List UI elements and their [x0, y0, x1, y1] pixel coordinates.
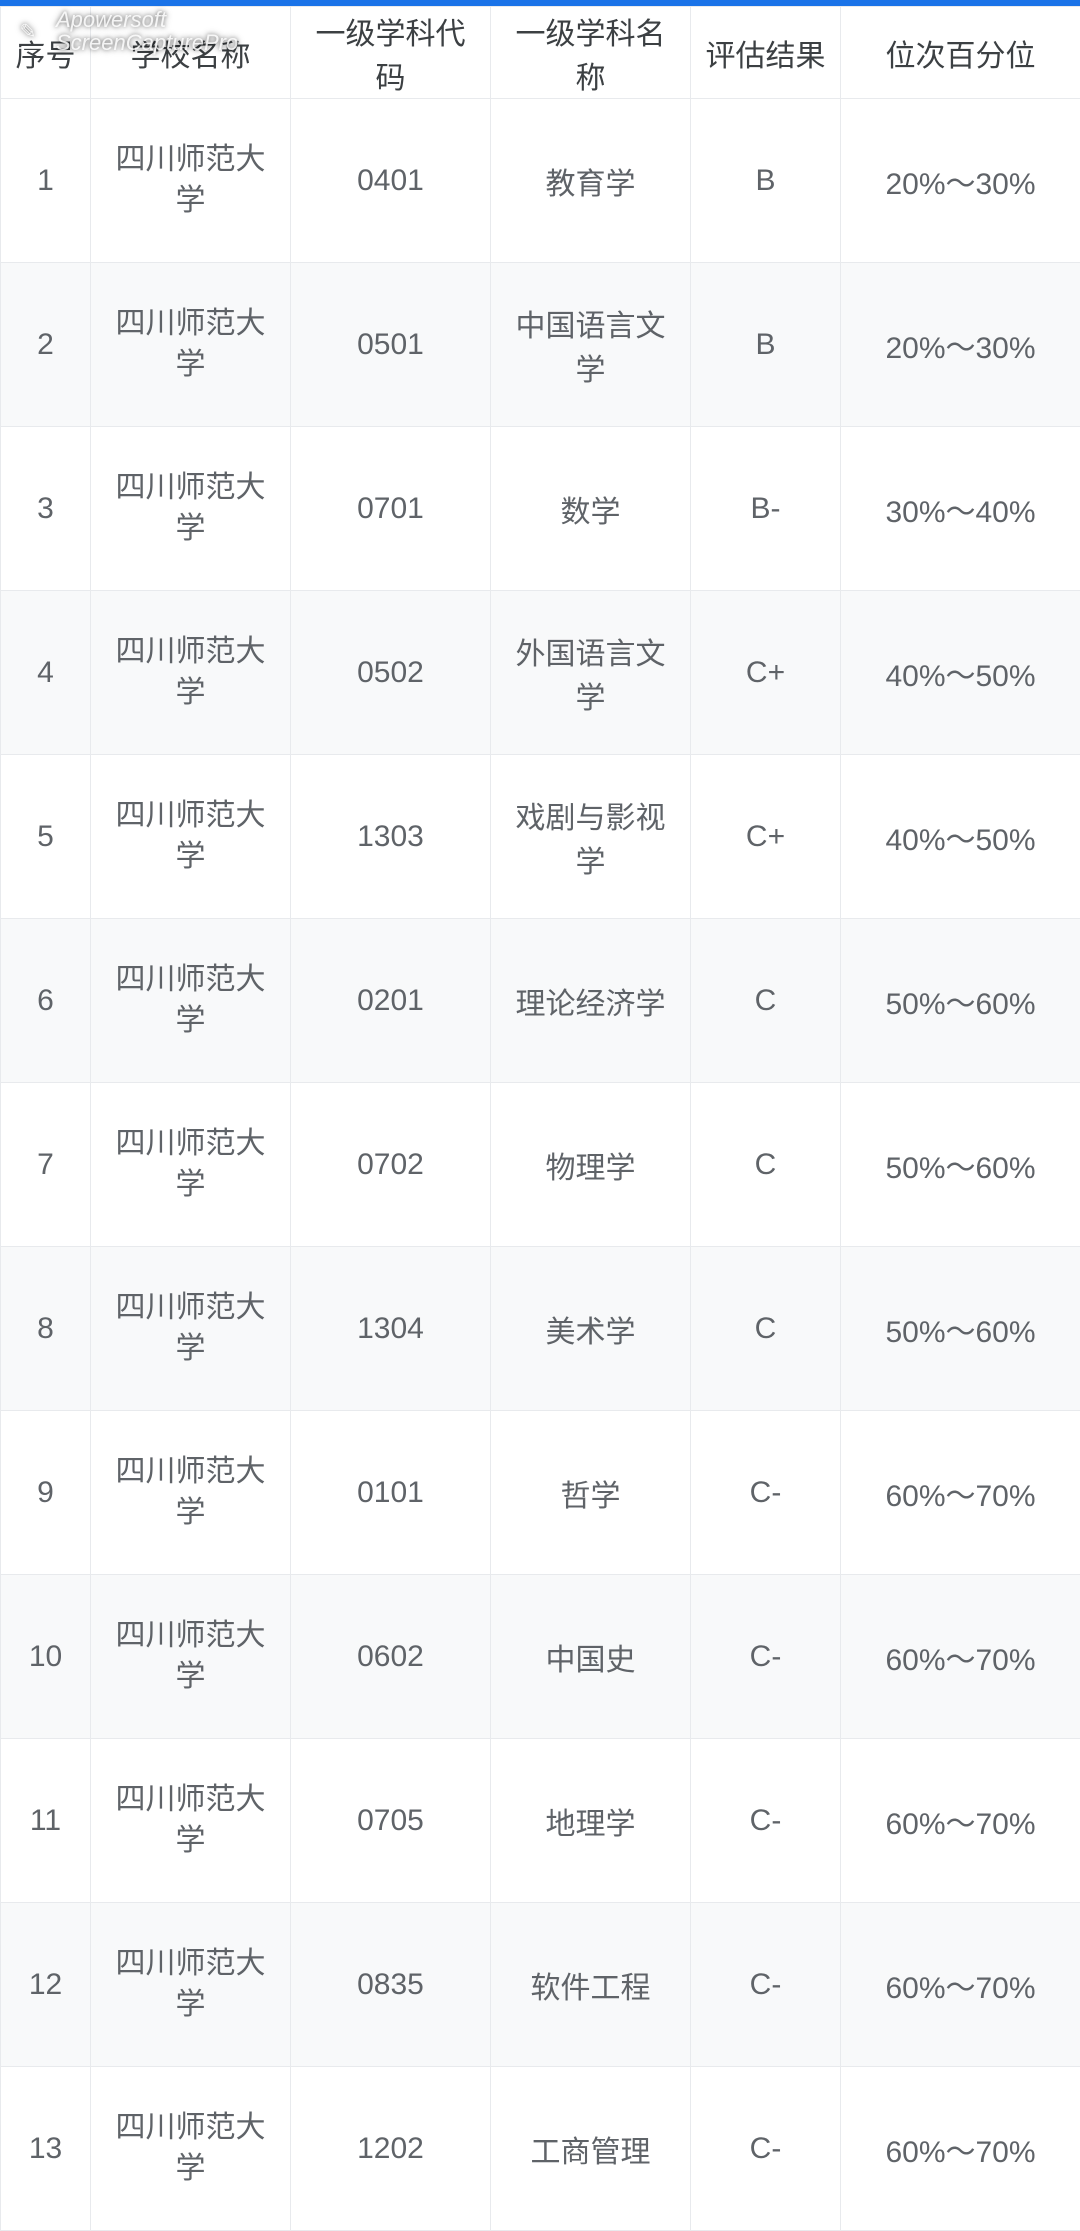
cell-index: 9 [1, 1411, 91, 1575]
col-header-grade: 评估结果 [691, 7, 841, 99]
cell-name: 外国语言文学 [491, 591, 691, 755]
col-header-pct: 位次百分位 [841, 7, 1080, 99]
cell-index: 7 [1, 1083, 91, 1247]
table-row: 11四川师范大学0705地理学C-60%～70% [1, 1739, 1080, 1903]
cell-name: 工商管理 [491, 2067, 691, 2231]
cell-code: 1304 [291, 1247, 491, 1411]
cell-index: 8 [1, 1247, 91, 1411]
cell-pct: 40%～50% [841, 755, 1080, 919]
cell-name: 哲学 [491, 1411, 691, 1575]
table-row: 2四川师范大学0501中国语言文学B20%～30% [1, 263, 1080, 427]
cell-pct: 20%～30% [841, 263, 1080, 427]
cell-pct: 30%～40% [841, 427, 1080, 591]
cell-school: 四川师范大学 [91, 1083, 291, 1247]
cell-pct: 50%～60% [841, 919, 1080, 1083]
cell-code: 0702 [291, 1083, 491, 1247]
cell-name: 数学 [491, 427, 691, 591]
cell-code: 0701 [291, 427, 491, 591]
col-header-school: 学校名称 [91, 7, 291, 99]
cell-name: 软件工程 [491, 1903, 691, 2067]
cell-grade: C- [691, 1411, 841, 1575]
cell-index: 11 [1, 1739, 91, 1903]
cell-pct: 60%～70% [841, 2067, 1080, 2231]
cell-school: 四川师范大学 [91, 1247, 291, 1411]
cell-school: 四川师范大学 [91, 919, 291, 1083]
col-header-name: 一级学科名称 [491, 7, 691, 99]
cell-index: 10 [1, 1575, 91, 1739]
table-row: 7四川师范大学0702物理学C50%～60% [1, 1083, 1080, 1247]
cell-school: 四川师范大学 [91, 99, 291, 263]
table-row: 3四川师范大学0701数学B-30%～40% [1, 427, 1080, 591]
cell-pct: 60%～70% [841, 1739, 1080, 1903]
table-row: 6四川师范大学0201理论经济学C50%～60% [1, 919, 1080, 1083]
table-row: 5四川师范大学1303戏剧与影视学C+40%～50% [1, 755, 1080, 919]
table-header-row: 序号 学校名称 一级学科代码 一级学科名称 评估结果 位次百分位 [1, 7, 1080, 99]
cell-school: 四川师范大学 [91, 1411, 291, 1575]
cell-code: 1202 [291, 2067, 491, 2231]
cell-pct: 40%～50% [841, 591, 1080, 755]
cell-code: 0101 [291, 1411, 491, 1575]
cell-index: 6 [1, 919, 91, 1083]
cell-grade: C+ [691, 591, 841, 755]
cell-pct: 50%～60% [841, 1083, 1080, 1247]
cell-index: 5 [1, 755, 91, 919]
table-row: 10四川师范大学0602中国史C-60%～70% [1, 1575, 1080, 1739]
cell-grade: C [691, 919, 841, 1083]
cell-grade: B [691, 99, 841, 263]
cell-grade: B- [691, 427, 841, 591]
cell-name: 地理学 [491, 1739, 691, 1903]
table-row: 8四川师范大学1304美术学C50%～60% [1, 1247, 1080, 1411]
cell-index: 3 [1, 427, 91, 591]
cell-name: 美术学 [491, 1247, 691, 1411]
cell-name: 中国史 [491, 1575, 691, 1739]
cell-code: 1303 [291, 755, 491, 919]
cell-code: 0501 [291, 263, 491, 427]
table-row: 9四川师范大学0101哲学C-60%～70% [1, 1411, 1080, 1575]
cell-school: 四川师范大学 [91, 1575, 291, 1739]
table-row: 1四川师范大学0401教育学B20%～30% [1, 99, 1080, 263]
cell-name: 中国语言文学 [491, 263, 691, 427]
discipline-evaluation-table: 序号 学校名称 一级学科代码 一级学科名称 评估结果 位次百分位 1四川师范大学… [0, 6, 1080, 2231]
cell-index: 2 [1, 263, 91, 427]
cell-code: 0401 [291, 99, 491, 263]
cell-grade: C [691, 1247, 841, 1411]
cell-pct: 60%～70% [841, 1411, 1080, 1575]
table-row: 4四川师范大学0502外国语言文学C+40%～50% [1, 591, 1080, 755]
cell-pct: 60%～70% [841, 1903, 1080, 2067]
cell-code: 0705 [291, 1739, 491, 1903]
cell-grade: B [691, 263, 841, 427]
cell-name: 理论经济学 [491, 919, 691, 1083]
cell-index: 12 [1, 1903, 91, 2067]
table-row: 13四川师范大学1202工商管理C-60%～70% [1, 2067, 1080, 2231]
cell-name: 教育学 [491, 99, 691, 263]
cell-name: 戏剧与影视学 [491, 755, 691, 919]
cell-pct: 20%～30% [841, 99, 1080, 263]
cell-school: 四川师范大学 [91, 591, 291, 755]
cell-grade: C- [691, 1739, 841, 1903]
cell-grade: C- [691, 2067, 841, 2231]
cell-name: 物理学 [491, 1083, 691, 1247]
cell-pct: 50%～60% [841, 1247, 1080, 1411]
cell-grade: C [691, 1083, 841, 1247]
cell-code: 0201 [291, 919, 491, 1083]
cell-school: 四川师范大学 [91, 263, 291, 427]
cell-school: 四川师范大学 [91, 1739, 291, 1903]
cell-grade: C+ [691, 755, 841, 919]
cell-index: 1 [1, 99, 91, 263]
cell-index: 13 [1, 2067, 91, 2231]
cell-pct: 60%～70% [841, 1575, 1080, 1739]
cell-index: 4 [1, 591, 91, 755]
cell-grade: C- [691, 1575, 841, 1739]
cell-school: 四川师范大学 [91, 427, 291, 591]
cell-code: 0502 [291, 591, 491, 755]
cell-code: 0602 [291, 1575, 491, 1739]
cell-school: 四川师范大学 [91, 1903, 291, 2067]
col-header-index: 序号 [1, 7, 91, 99]
cell-grade: C- [691, 1903, 841, 2067]
cell-school: 四川师范大学 [91, 755, 291, 919]
cell-code: 0835 [291, 1903, 491, 2067]
col-header-code: 一级学科代码 [291, 7, 491, 99]
table-row: 12四川师范大学0835软件工程C-60%～70% [1, 1903, 1080, 2067]
cell-school: 四川师范大学 [91, 2067, 291, 2231]
